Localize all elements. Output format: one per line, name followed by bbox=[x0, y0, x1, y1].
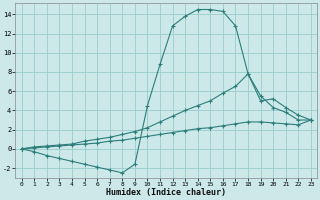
X-axis label: Humidex (Indice chaleur): Humidex (Indice chaleur) bbox=[106, 188, 226, 197]
